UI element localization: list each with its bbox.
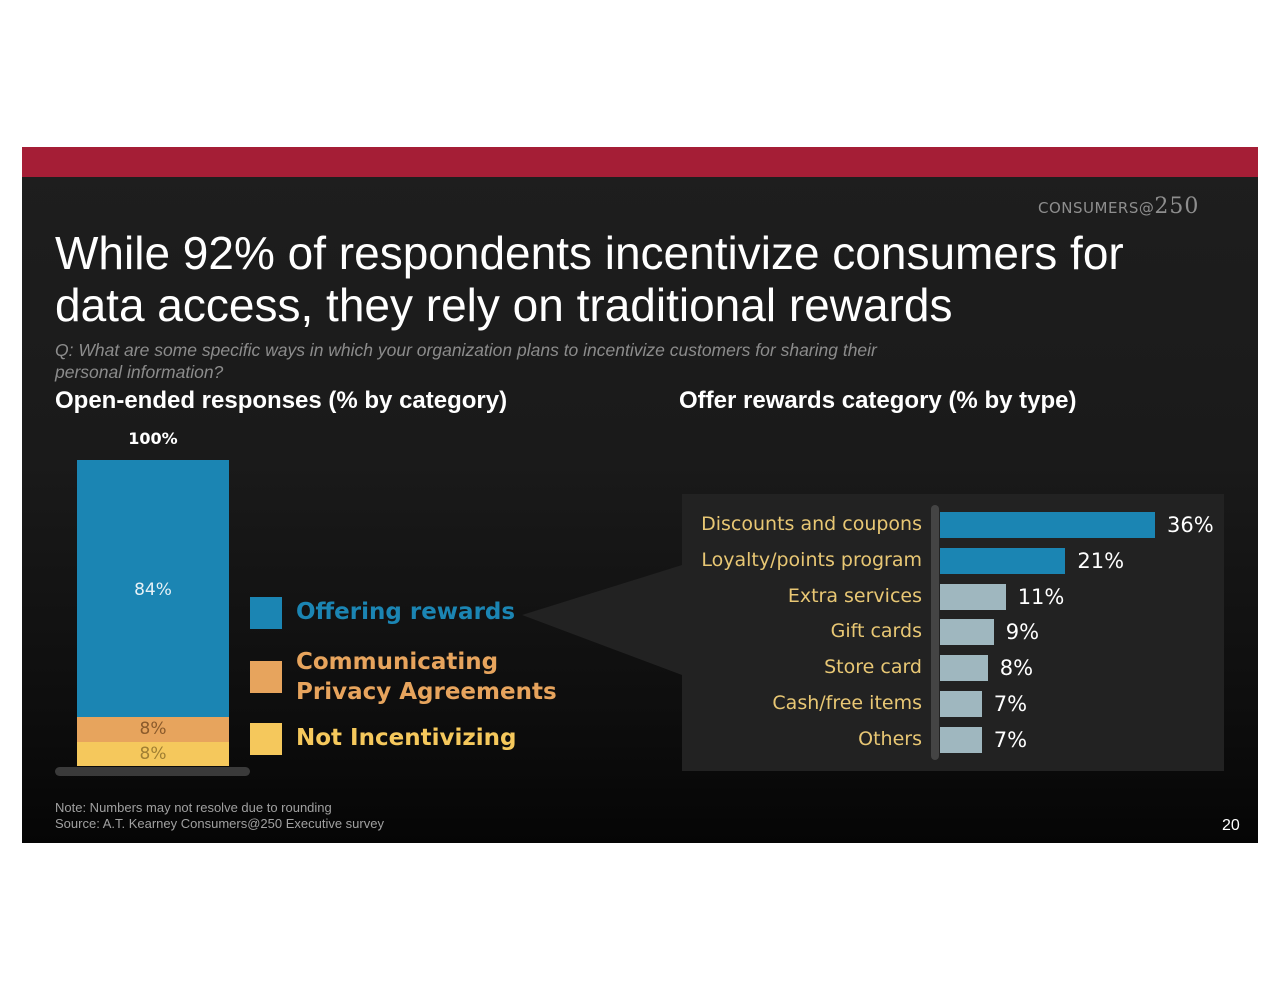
survey-question: Q: What are some specific ways in which … xyxy=(55,339,1055,383)
bar-value-label: 9% xyxy=(1005,620,1040,645)
bar-category-label: Discounts and coupons xyxy=(701,513,922,535)
note-text: Note: Numbers may not resolve due to rou… xyxy=(55,800,332,815)
bar xyxy=(940,726,982,753)
bar-category-label: Extra services xyxy=(787,584,922,607)
bar-category-label: Gift cards xyxy=(830,620,922,643)
stacked-bar: 84% 8% 8% xyxy=(77,460,229,766)
bar-category-label: Loyalty/points program xyxy=(701,548,922,571)
segment-not-incentivizing: 8% xyxy=(77,741,229,766)
bar-category-label: Cash/free items xyxy=(772,692,922,714)
segment-offering-label: 84% xyxy=(134,580,172,600)
legend-communicating-line-1: Communicating xyxy=(296,649,499,675)
bar-category-label: Others xyxy=(858,727,922,750)
stacked-bar-base xyxy=(55,767,250,776)
legend-label-offering: Offering rewards xyxy=(296,599,516,625)
bar-value-label: 7% xyxy=(993,692,1028,716)
bar-category-label: Store card xyxy=(824,656,922,679)
question-line-1: Q: What are some specific ways in which … xyxy=(55,340,877,360)
segment-communicating-label: 8% xyxy=(139,719,167,740)
bar xyxy=(940,691,982,717)
title-line-1: While 92% of respondents incentivize con… xyxy=(55,227,1124,279)
question-line-2: personal information? xyxy=(55,362,224,382)
brand-number: 250 xyxy=(1154,194,1200,219)
bar-value-label: 8% xyxy=(999,656,1034,681)
bar xyxy=(940,619,994,646)
legend-communicating: Communicating Privacy Agreements xyxy=(250,647,557,707)
source-text: Source: A.T. Kearney Consumers@250 Execu… xyxy=(55,816,384,831)
bar xyxy=(940,547,1066,574)
brand-logo: CONSUMERS@250 xyxy=(1038,194,1199,219)
legend-communicating-line-2: Privacy Agreements xyxy=(296,679,557,705)
callout-wedge xyxy=(522,565,682,675)
bar xyxy=(940,512,1155,538)
rewards-chart-axis xyxy=(931,505,939,760)
legend-not-incentivizing: Not Incentivizing xyxy=(250,723,516,755)
bar-value-label: 7% xyxy=(993,727,1028,752)
top-accent-bar xyxy=(22,147,1258,177)
bar-value-label: 36% xyxy=(1167,513,1214,537)
title-line-2: data access, they rely on traditional re… xyxy=(55,279,953,331)
segment-offering-rewards: 84% xyxy=(77,460,229,718)
footnote: Note: Numbers may not resolve due to rou… xyxy=(55,800,384,832)
bar xyxy=(940,655,988,682)
bar-value-label: 21% xyxy=(1077,548,1125,573)
segment-communicating: 8% xyxy=(77,717,229,742)
bar-value-label: 11% xyxy=(1017,584,1065,609)
slide: CONSUMERS@250 While 92% of respondents i… xyxy=(22,147,1258,843)
legend-swatch-communicating xyxy=(250,661,282,693)
brand-prefix: CONSUMERS@ xyxy=(1038,199,1155,217)
legend-swatch-not-incentivizing xyxy=(250,723,282,755)
legend-swatch-offering xyxy=(250,597,282,629)
segment-not-incentivizing-label: 8% xyxy=(139,743,167,764)
legend-offering: Offering rewards xyxy=(250,597,515,629)
slide-title: While 92% of respondents incentivize con… xyxy=(55,227,1235,331)
legend-label-not-incentivizing: Not Incentivizing xyxy=(296,725,517,751)
right-chart-title: Offer rewards category (% by type) xyxy=(679,387,1077,414)
bar xyxy=(940,583,1006,610)
left-chart-title: Open-ended responses (% by category) xyxy=(55,387,508,414)
legend-label-communicating: Communicating Privacy Agreements xyxy=(296,647,557,707)
stack-total-label: 100% xyxy=(128,429,178,448)
page-number: 20 xyxy=(1222,817,1240,834)
